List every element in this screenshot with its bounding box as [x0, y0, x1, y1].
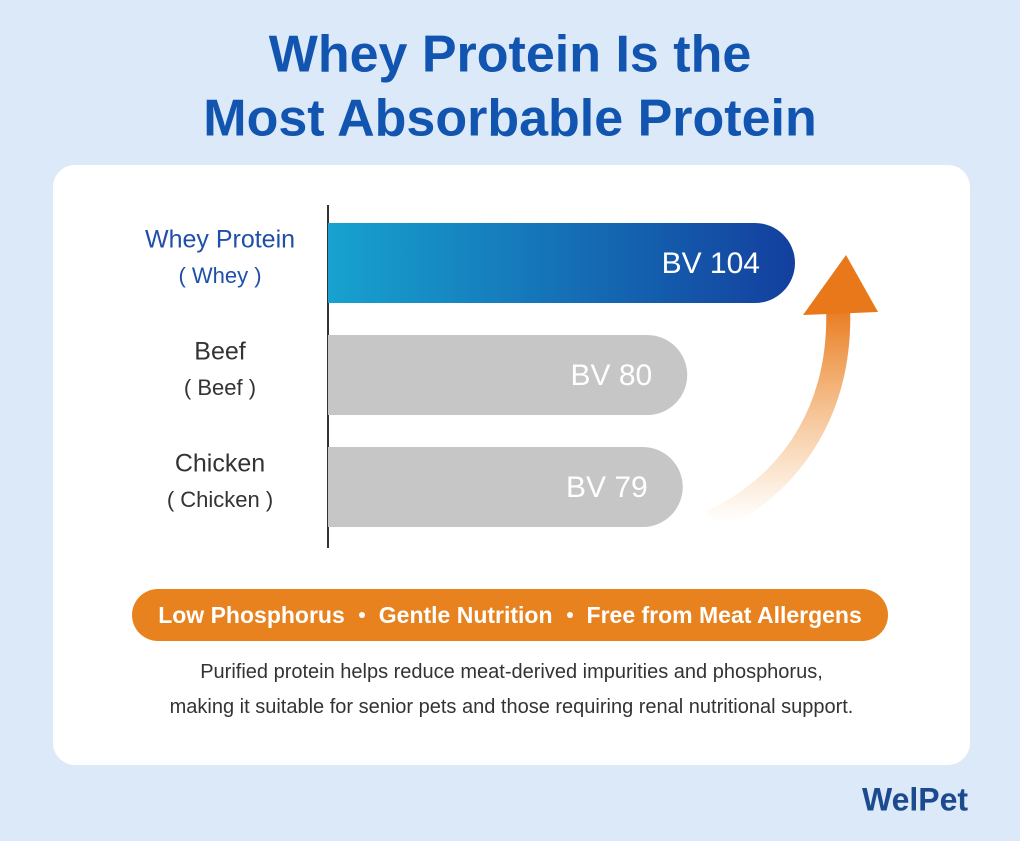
trend-arrow: [706, 304, 851, 533]
arrow-head: [803, 255, 878, 315]
value-label: BV 79: [566, 471, 648, 504]
category-label: Whey Protein: [145, 226, 295, 254]
bar: [328, 335, 688, 415]
value-label: BV 80: [570, 359, 652, 392]
highlight: Gentle Nutrition: [378, 601, 553, 628]
title: Whey Protein Is the: [269, 26, 752, 84]
category-label: Beef: [194, 338, 245, 366]
description: Purified protein helps reduce meat-deriv…: [53, 655, 970, 725]
separator-dot: [566, 612, 573, 618]
category-note: ( Chicken ): [167, 487, 273, 512]
title: Most Absorbable Protein: [203, 90, 816, 148]
category-label: Chicken: [175, 450, 265, 478]
description-line: making it suitable for senior pets and t…: [169, 696, 854, 718]
highlight: Free from Meat Allergens: [586, 601, 862, 628]
description-line: Purified protein helps reduce meat-deriv…: [200, 661, 823, 683]
highlight: Low Phosphorus: [158, 601, 345, 628]
category-note: ( Whey ): [178, 263, 261, 288]
category-note: ( Beef ): [184, 375, 256, 400]
highlight-pill: Low Phosphorus Gentle Nutrition Free from …: [132, 589, 888, 641]
bar: [328, 447, 683, 527]
value-label: BV 104: [662, 247, 760, 280]
separator-dot: [358, 612, 365, 618]
brand-logo: WelPet: [862, 781, 968, 817]
bar: [328, 223, 795, 303]
